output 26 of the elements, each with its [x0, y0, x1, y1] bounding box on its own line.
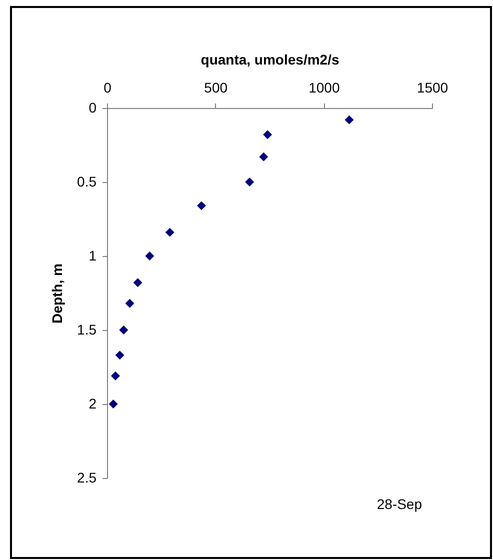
- point: [110, 371, 120, 380]
- point: [125, 298, 134, 308]
- x-tick-label: 1000: [308, 80, 340, 96]
- y-tick-label: 1: [88, 248, 97, 264]
- point: [344, 115, 354, 124]
- x-tick-label: 1500: [416, 80, 448, 96]
- y-tick-label: 0: [88, 100, 97, 116]
- point: [245, 178, 254, 186]
- y-axis-title: Depth, m: [49, 264, 66, 324]
- y-tick-label: 1.5: [77, 322, 97, 338]
- point: [108, 400, 118, 408]
- y-tick-label: 2.5: [77, 470, 97, 486]
- point: [133, 278, 142, 288]
- point: [196, 201, 206, 210]
- y-tick-label: 0.5: [77, 174, 97, 190]
- point: [115, 350, 124, 360]
- x-axis-title: quanta, umoles/m2/s: [200, 52, 340, 68]
- text: 28-Sep: [376, 496, 422, 512]
- point: [259, 152, 268, 162]
- point: [119, 326, 128, 334]
- x-tick-label: 0: [104, 80, 112, 96]
- y-tick-label: 2: [88, 396, 97, 412]
- point: [165, 228, 174, 237]
- x-tick-label: 500: [204, 80, 228, 96]
- point: [263, 130, 272, 140]
- point: [145, 252, 154, 260]
